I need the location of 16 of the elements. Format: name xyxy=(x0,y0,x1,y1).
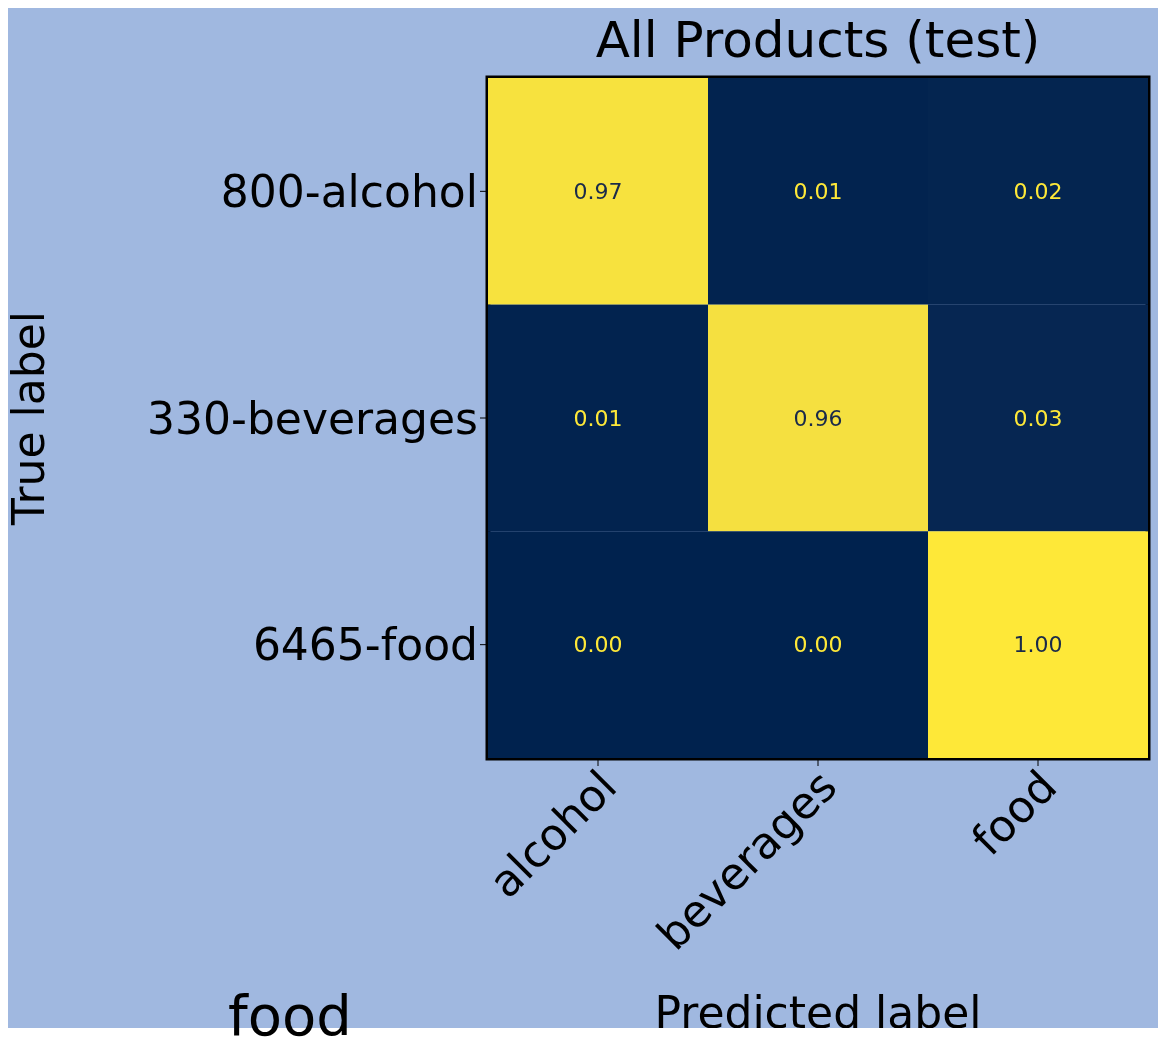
y-axis-title: True label xyxy=(2,311,54,526)
data-label: 0.96 xyxy=(793,405,843,431)
data-label: 0.01 xyxy=(573,405,623,431)
y-tick-label: 330-beverages xyxy=(147,392,478,444)
data-label: 0.00 xyxy=(793,632,843,658)
data-label: 0.02 xyxy=(1013,178,1063,204)
y-tick-label: 6465-food xyxy=(252,619,478,671)
data-label: 0.01 xyxy=(793,178,843,204)
text: food xyxy=(228,983,352,1039)
y-tick-label: 800-alcohol xyxy=(220,165,478,217)
data-label: 0.97 xyxy=(573,178,623,204)
x-axis-title: Predicted label xyxy=(654,987,982,1038)
data-label: 0.03 xyxy=(1013,405,1063,431)
data-label: 0.00 xyxy=(573,632,623,658)
chart-title: All Products (test) xyxy=(594,10,1042,71)
data-label: 1.00 xyxy=(1013,632,1063,658)
